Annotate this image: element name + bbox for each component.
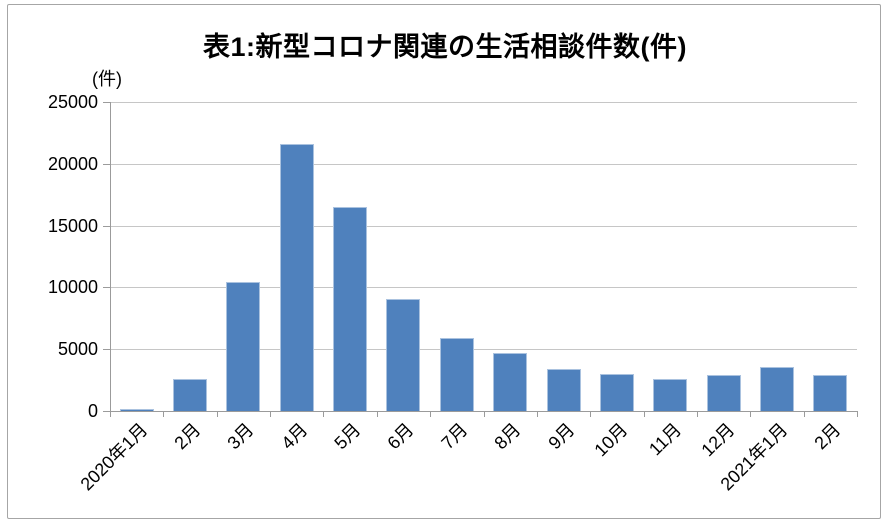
bar [706,375,741,411]
bar [333,207,368,411]
x-axis-tick [590,411,592,417]
y-axis-tick-label: 5000 [57,339,98,360]
y-axis-tick-label: 10000 [47,277,98,298]
x-axis-tick [750,411,752,417]
gridline [110,349,857,351]
y-axis-tick-label: 0 [87,401,98,421]
y-axis-tick-label: 25000 [47,92,98,112]
x-axis-tick [216,411,218,417]
bar [279,144,314,411]
x-axis-tick [857,411,858,417]
bar [546,368,581,411]
y-axis-tick [103,349,110,351]
x-axis-tick [643,411,645,417]
gridline [110,163,857,165]
y-axis-tick [103,411,110,412]
bar [599,373,634,411]
y-axis-line [110,102,111,417]
x-axis-tick [270,411,272,417]
gridline [110,287,857,289]
bar [226,282,261,411]
y-axis-tick-label: 15000 [47,215,98,236]
x-axis-tick [536,411,538,417]
y-axis-tick-label: 20000 [47,153,98,174]
gridline [110,102,857,103]
bar [813,374,848,411]
bar [386,298,421,411]
y-axis-tick [103,102,110,103]
y-axis-tick [103,163,110,165]
bar [119,408,154,411]
x-axis-tick [430,411,432,417]
bar [653,378,688,411]
y-axis-tick [103,225,110,227]
x-axis-tick [483,411,485,417]
chart-frame-border [7,4,881,519]
bar [759,366,794,411]
x-axis-tick [803,411,805,417]
bar [439,338,474,411]
chart-title: 表1:新型コロナ関連の生活相談件数(件) [203,32,687,62]
x-axis-tick [376,411,378,417]
x-axis-tick [696,411,698,417]
x-axis-tick [163,411,165,417]
y-axis-unit-label: (件) [92,69,122,89]
x-axis-tick [110,411,111,417]
gridline [110,225,857,227]
bar [493,352,528,411]
y-axis-tick [103,287,110,289]
bar [173,378,208,411]
x-axis-tick [323,411,325,417]
